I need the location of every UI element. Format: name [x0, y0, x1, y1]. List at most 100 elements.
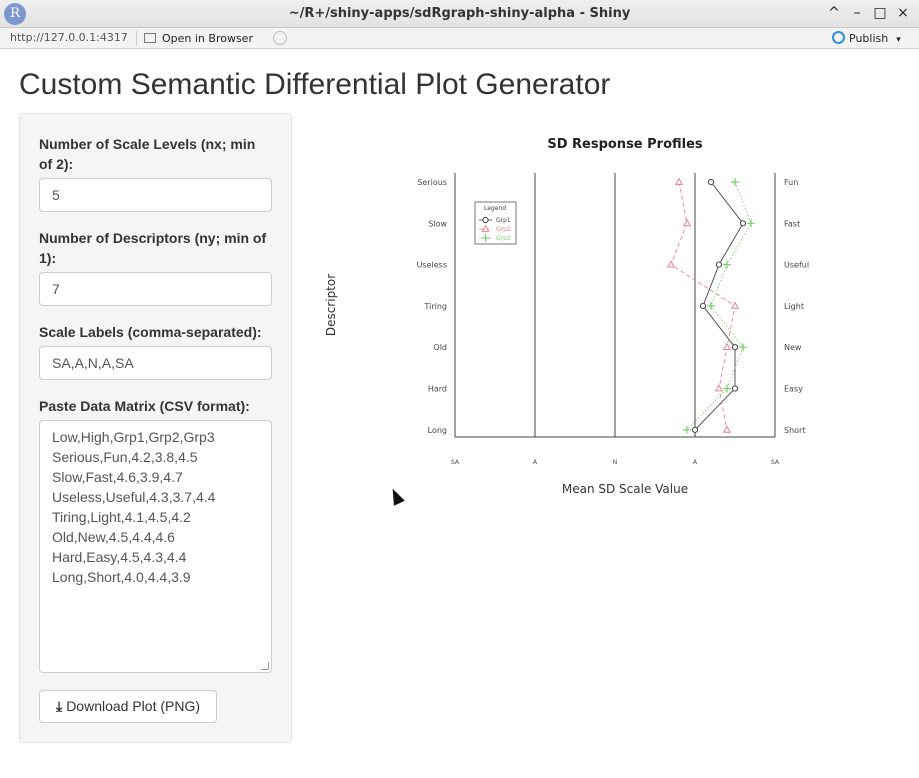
maximize-button[interactable]: □: [873, 5, 887, 21]
data-point: [683, 425, 691, 434]
plot-title: SD Response Profiles: [547, 137, 703, 152]
right-descriptor-labels: Fun Fast Useful Light New Easy Short: [784, 178, 809, 435]
left-descriptor-labels: Serious Slow Useless Tiring Old Hard Long: [417, 178, 448, 435]
data-point: [682, 218, 692, 227]
data-matrix-label: Paste Data Matrix (CSV format):: [39, 398, 250, 414]
data-point: [691, 426, 699, 433]
x-tick-label: A: [693, 459, 698, 466]
right-descriptor-label: Light: [784, 302, 804, 311]
data-point: [714, 384, 724, 392]
matrix-line: Tiring,Light,4.1,4.5,4.2: [52, 509, 191, 525]
legend: Legend Grp1 Grp2 Grp3: [474, 201, 517, 245]
left-descriptor-label: Old: [433, 343, 447, 352]
legend-title: Legend: [484, 205, 506, 212]
data-point: [674, 177, 684, 185]
download-plot-button[interactable]: ⤓ Download Plot (PNG): [39, 690, 217, 723]
collapse-button[interactable]: ^: [828, 5, 840, 21]
window-title: ~/R+/shiny-apps/sdRgraph-shiny-alpha - S…: [288, 6, 631, 21]
x-tick-label: SA: [771, 459, 780, 466]
series-grp1: [691, 178, 747, 433]
ny-input[interactable]: 7: [39, 272, 272, 306]
r-logo-icon: R: [4, 3, 26, 25]
chevron-down-icon: ▾: [896, 35, 901, 45]
x-tick-label: N: [613, 459, 618, 466]
publish-label: Publish: [849, 32, 889, 45]
series-line: [686, 181, 752, 431]
legend-item: Grp1: [479, 216, 511, 224]
viewer-toolbar: http://127.0.0.1:4317 Open in Browser Pu…: [0, 28, 919, 49]
data-point: [739, 343, 747, 352]
left-descriptor-label: Hard: [428, 385, 447, 394]
data-point: [731, 178, 739, 186]
publish-button[interactable]: Publish ▾: [832, 30, 901, 47]
legend-item: Grp3: [479, 234, 511, 242]
matrix-line: Slow,Fast,4.6,3.9,4.7: [52, 469, 183, 485]
x-axis-title: Mean SD Scale Value: [562, 482, 688, 496]
legend-label: Grp1: [496, 217, 511, 224]
data-point: [715, 261, 723, 268]
data-point: [722, 342, 732, 351]
ny-label: Number of Descriptors (ny; min of 1):: [39, 230, 267, 266]
matrix-line: Hard,Easy,4.5,4.3,4.4: [52, 549, 187, 565]
data-point: [731, 344, 739, 351]
left-descriptor-label: Serious: [417, 178, 447, 187]
x-tick-label: SA: [451, 459, 460, 466]
x-tick-labels: SA A N A SA: [451, 459, 780, 466]
matrix-line: Serious,Fun,4.2,3.8,4.5: [52, 449, 198, 465]
legend-items: Grp1 Grp2 Grp3: [479, 216, 511, 242]
data-point: [723, 260, 731, 269]
data-point: [723, 384, 731, 393]
scale-labels-input[interactable]: SA,A,N,A,SA: [39, 346, 272, 380]
resize-handle[interactable]: [261, 662, 269, 670]
data-point: [707, 178, 715, 186]
url-text: http://127.0.0.1:4317: [10, 31, 128, 44]
nx-label: Number of Scale Levels (nx; min of 2):: [39, 136, 256, 172]
matrix-line: Useless,Useful,4.3,3.7,4.4: [52, 489, 216, 505]
data-point: [482, 216, 489, 224]
right-descriptor-label: Fun: [784, 178, 798, 187]
data-point: [722, 425, 732, 433]
left-descriptor-label: Useless: [417, 261, 447, 270]
data-point: [731, 385, 739, 392]
scale-gridlines: [454, 173, 776, 437]
app-content: Custom Semantic Differential Plot Genera…: [0, 49, 919, 778]
data-matrix-textarea[interactable]: Low,High,Grp1,Grp2,Grp3 Serious,Fun,4.2,…: [39, 420, 272, 673]
close-button[interactable]: ×: [897, 5, 909, 21]
legend-label: Grp3: [496, 235, 511, 242]
data-point: [747, 219, 755, 228]
right-descriptor-label: Short: [784, 426, 805, 435]
series-layer: [666, 177, 755, 434]
nx-input[interactable]: 5: [39, 178, 272, 212]
series-grp2: [666, 177, 740, 433]
download-icon: ⤓: [55, 698, 63, 714]
minimize-button[interactable]: –: [853, 5, 861, 21]
matrix-line: Long,Short,4.0,4.4,3.9: [52, 569, 191, 585]
page-title: Custom Semantic Differential Plot Genera…: [19, 68, 611, 101]
window-titlebar: R ~/R+/shiny-apps/sdRgraph-shiny-alpha -…: [0, 0, 919, 28]
data-point: [699, 302, 707, 309]
matrix-line: Low,High,Grp1,Grp2,Grp3: [52, 429, 215, 445]
legend-label: Grp2: [496, 226, 511, 233]
left-descriptor-label: Slow: [428, 219, 447, 228]
left-descriptor-label: Tiring: [423, 302, 447, 311]
open-in-browser-button[interactable]: Open in Browser: [144, 30, 253, 47]
series-grp3: [683, 178, 755, 434]
sidebar-panel: Number of Scale Levels (nx; min of 2): 5…: [19, 113, 292, 743]
data-point: [730, 301, 740, 309]
refresh-icon[interactable]: [273, 31, 287, 45]
legend-box: [474, 201, 517, 245]
open-in-browser-label: Open in Browser: [162, 32, 253, 45]
right-descriptor-label: New: [784, 343, 802, 352]
y-axis-title: Descriptor: [324, 274, 338, 336]
browser-window-icon: [144, 33, 156, 43]
data-point: [666, 260, 676, 268]
legend-item: Grp2: [479, 224, 511, 233]
sd-plot: SD Response Profiles Mean SD Scale Value…: [324, 137, 809, 496]
x-tick-label: A: [533, 459, 538, 466]
matrix-line: Old,New,4.5,4.4,4.6: [52, 529, 175, 545]
data-point: [481, 234, 490, 242]
data-point: [739, 220, 747, 227]
right-descriptor-label: Fast: [784, 219, 800, 228]
publish-icon: [832, 31, 845, 44]
toolbar-divider: [136, 31, 137, 46]
